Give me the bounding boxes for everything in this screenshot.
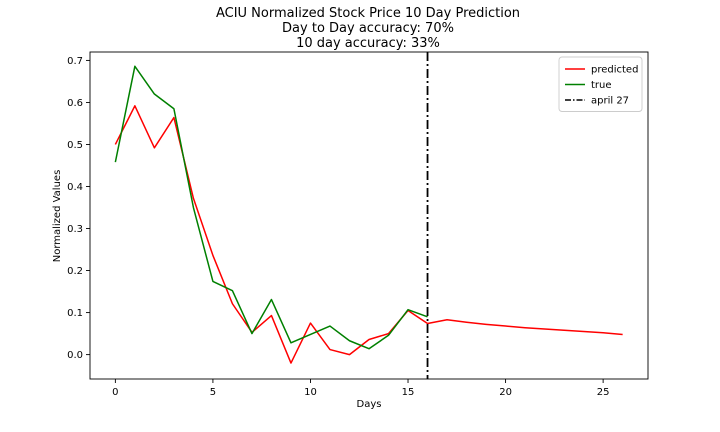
chart-title-line-1: ACIU Normalized Stock Price 10 Day Predi… [216,6,520,21]
y-tick-label: 0.2 [67,266,83,277]
x-tick-label: 5 [210,387,216,398]
y-tick-label: 0.3 [67,224,83,235]
series-line-true [114,65,428,350]
legend-box [558,56,643,112]
x-tick-label: 25 [597,387,610,398]
legend: predicted true april 27 [558,56,643,112]
legend-label-april-27: april 27 [591,96,629,107]
chart-title-line-2: Day to Day accuracy: 70% [282,21,454,36]
legend-label-predicted: predicted [591,65,638,76]
plot-frame [89,51,649,380]
y-axis-label: Normalized Values [52,170,63,263]
x-tick-label: 0 [112,387,118,398]
y-tick-label: 0.6 [67,98,83,109]
plot-area [114,52,623,379]
x-tick-label: 15 [402,387,415,398]
y-tick-label: 0.5 [67,140,83,151]
series-line-predicted [114,105,623,364]
legend-label-true: true [591,80,612,91]
x-tick-label: 20 [499,387,512,398]
x-tick-label: 10 [304,387,317,398]
x-axis-label: Days [357,399,382,410]
chart-title-line-3: 10 day accuracy: 33% [296,36,440,51]
y-tick-label: 0.4 [67,182,83,193]
axes: 0 5 10 15 20 25 0.0 0.1 0.2 0.3 0.4 0.5 0.6 0.7 [67,51,649,398]
chart-title: ACIU Normalized Stock Price 10 Day Predi… [216,6,520,51]
y-tick-label: 0.0 [67,350,83,361]
y-tick-label: 0.7 [67,56,83,67]
y-tick-label: 0.1 [67,308,83,319]
